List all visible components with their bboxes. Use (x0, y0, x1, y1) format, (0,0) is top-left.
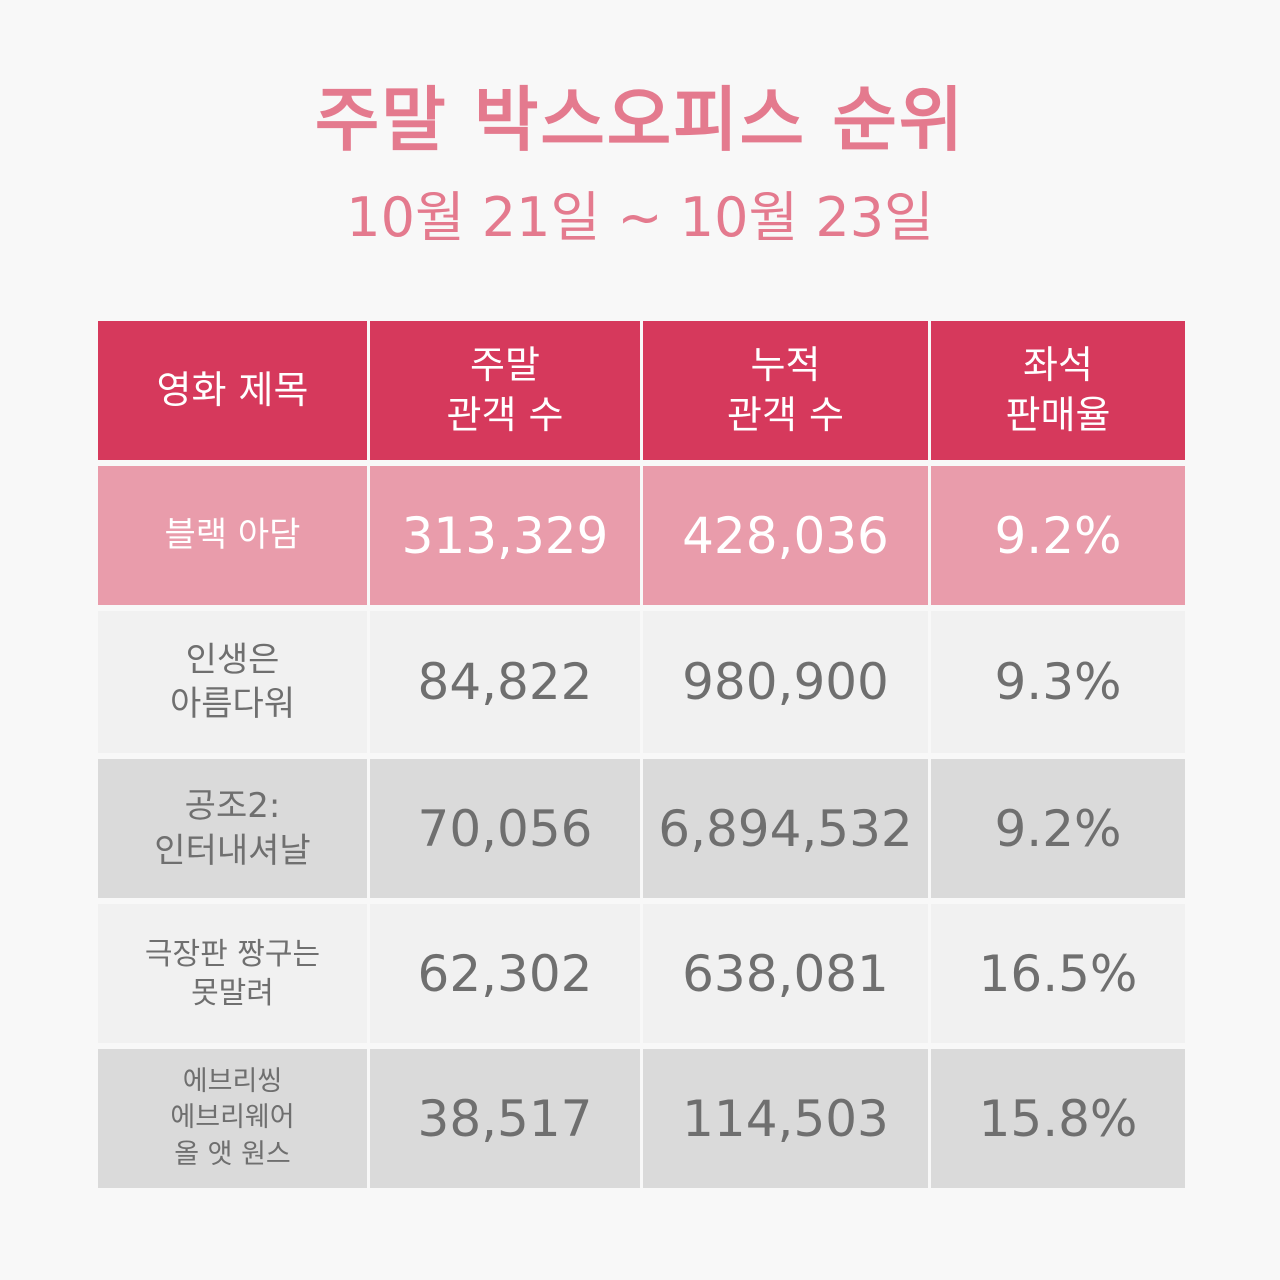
table-cell-title: 에브리씽 에브리웨어 올 앳 원스 (98, 1049, 367, 1188)
table-cell-cumulative: 638,081 (643, 904, 928, 1043)
header-seat-sales-rate: 좌석 판매율 (931, 321, 1185, 460)
table-cell-title: 블랙 아담 (98, 466, 367, 605)
table-cell-seat-rate: 15.8% (931, 1049, 1185, 1188)
table-cell-seat-rate: 9.2% (931, 759, 1185, 898)
table-cell-title: 극장판 짱구는 못말려 (98, 904, 367, 1043)
table-cell-seat-rate: 9.3% (931, 611, 1185, 753)
chart-subtitle: 10월 21일 ~ 10월 23일 (346, 186, 934, 249)
table-cell-weekend: 84,822 (370, 611, 640, 753)
table-cell-cumulative: 114,503 (643, 1049, 928, 1188)
table-cell-weekend: 313,329 (370, 466, 640, 605)
table-cell-cumulative: 6,894,532 (643, 759, 928, 898)
table-cell-title: 공조2: 인터내셔날 (98, 759, 367, 898)
header-weekend-audience: 주말 관객 수 (370, 321, 640, 460)
table-cell-cumulative: 980,900 (643, 611, 928, 753)
box-office-table: 영화 제목 주말 관객 수 누적 관객 수 좌석 판매율 블랙 아담 313,3… (98, 321, 1185, 1188)
table-cell-seat-rate: 9.2% (931, 466, 1185, 605)
table-cell-weekend: 38,517 (370, 1049, 640, 1188)
table-cell-weekend: 62,302 (370, 904, 640, 1043)
table-cell-cumulative: 428,036 (643, 466, 928, 605)
header-movie-title: 영화 제목 (98, 321, 367, 460)
header-cumulative-audience: 누적 관객 수 (643, 321, 928, 460)
chart-title: 주말 박스오피스 순위 (314, 79, 966, 161)
table-cell-seat-rate: 16.5% (931, 904, 1185, 1043)
table-cell-title: 인생은 아름다워 (98, 611, 367, 753)
table-cell-weekend: 70,056 (370, 759, 640, 898)
